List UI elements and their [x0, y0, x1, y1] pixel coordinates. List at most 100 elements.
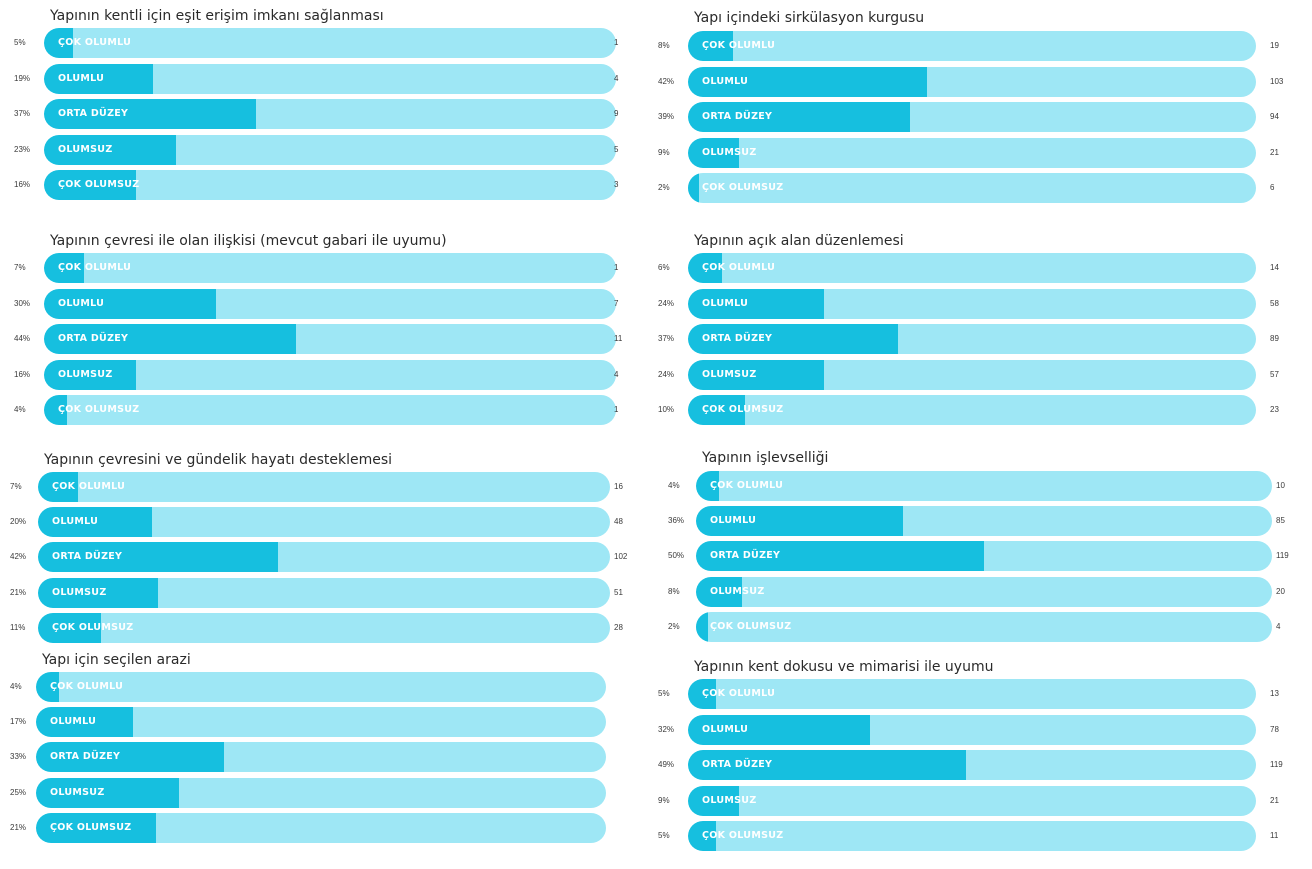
bar-track: ÇOK OLUMLU	[696, 471, 1272, 501]
bar-row-cok-olumlu: 5% ÇOK OLUMLU 13	[658, 679, 1310, 709]
bar-fill	[688, 137, 740, 168]
bar-row-olumsuz: 21% OLUMSUZ 51	[10, 577, 654, 608]
count-label: 21	[1270, 147, 1279, 157]
percent-label: 17%	[10, 717, 27, 727]
bar-fill	[44, 63, 153, 94]
count-label: 9	[614, 109, 619, 118]
chart-panel: Yapının çevresini ve gündelik hayatı des…	[10, 452, 654, 662]
count-label: 103	[1270, 76, 1284, 86]
bar-fill	[688, 66, 927, 97]
bar-row-olumsuz: 9% OLUMSUZ 21	[658, 137, 1310, 168]
percent-label: 6%	[658, 263, 670, 272]
bar-fill	[36, 742, 225, 773]
percent-label: 32%	[658, 724, 675, 734]
percent-label: 23%	[14, 144, 31, 154]
bar-fill	[44, 134, 176, 165]
bar-track: OLUMSUZ	[696, 576, 1272, 607]
count-label: 89	[1270, 334, 1279, 343]
bar-row-cok-olumsuz: 16% ÇOK OLUMSUZ 3	[14, 170, 654, 200]
bar-track: OLUMSUZ	[36, 777, 606, 808]
bar-track: OLUMLU	[44, 288, 616, 319]
category-label: ÇOK OLUMSUZ	[702, 182, 784, 193]
bar-track: ÇOK OLUMLU	[688, 31, 1256, 61]
bar-track: ÇOK OLUMSUZ	[38, 612, 610, 643]
bar-fill	[38, 542, 279, 573]
bar-row-olumsuz: 23% OLUMSUZ 5	[14, 134, 654, 165]
category-label: ÇOK OLUMLU	[702, 40, 776, 51]
bar-fill	[36, 707, 133, 738]
category-label: OLUMLU	[52, 516, 99, 528]
category-label: ÇOK OLUMSUZ	[58, 179, 140, 190]
category-label: ÇOK OLUMSUZ	[702, 830, 784, 841]
count-label: 21	[1270, 795, 1279, 805]
chart-title: Yapının işlevselliği	[702, 450, 829, 466]
count-label: 3	[614, 180, 619, 189]
chart-title: Yapının çevresini ve gündelik hayatı des…	[44, 452, 393, 468]
chart-panel: Yapı için seçilen arazi 4% ÇOK OLUMLU 17% OL…	[10, 652, 654, 862]
count-label: 85	[1276, 516, 1285, 526]
category-label: ÇOK OLUMLU	[52, 481, 126, 492]
bar-fill	[688, 750, 967, 780]
bar-row-olumsuz: 24% OLUMSUZ 57	[658, 359, 1310, 390]
count-label: 102	[614, 552, 628, 562]
bar-track: OLUMLU	[38, 507, 610, 538]
bar-row-cok-olumsuz: 2% ÇOK OLUMSUZ 4	[668, 611, 1312, 642]
bar-row-olumsuz: 9% OLUMSUZ 21	[658, 785, 1310, 816]
category-label: OLUMLU	[58, 72, 105, 84]
category-label: OLUMSUZ	[702, 368, 757, 380]
category-label: OLUMLU	[710, 515, 757, 527]
bar-fill	[696, 611, 708, 642]
category-label: OLUMSUZ	[710, 585, 765, 597]
bar-track: OLUMLU	[688, 288, 1256, 319]
category-label: ÇOK OLUMSUZ	[58, 404, 140, 415]
count-label: 57	[1270, 369, 1279, 379]
count-label: 14	[1270, 263, 1279, 272]
bar-row-cok-olumsuz: 2% ÇOK OLUMSUZ 6	[658, 173, 1310, 203]
count-label: 48	[614, 517, 623, 527]
bar-fill	[44, 288, 216, 319]
bar-row-olumlu: 17% OLUMLU	[10, 707, 654, 738]
count-label: 4	[614, 369, 619, 379]
category-label: ÇOK OLUMSUZ	[702, 404, 784, 415]
bar-row-cok-olumsuz: 21% ÇOK OLUMSUZ	[10, 812, 654, 843]
percent-label: 4%	[668, 481, 680, 490]
count-label: 23	[1270, 405, 1279, 414]
bar-row-orta-duzey: 42% ORTA DÜZEY 102	[10, 542, 654, 573]
percent-label: 44%	[14, 334, 31, 343]
percent-label: 5%	[658, 831, 670, 840]
percent-label: 2%	[658, 183, 670, 192]
bar-fill	[38, 577, 159, 608]
count-label: 1	[614, 405, 619, 414]
bar-fill	[688, 31, 734, 61]
bar-row-orta-duzey: 37% ORTA DÜZEY 9	[14, 99, 654, 129]
count-label: 7	[614, 298, 619, 308]
chart-title: Yapının kentli için eşit erişim imkanı s…	[50, 8, 384, 24]
category-label: ÇOK OLUMLU	[50, 681, 124, 692]
bar-track: ORTA DÜZEY	[44, 324, 616, 354]
count-label: 16	[614, 482, 623, 491]
bar-track: OLUMLU	[36, 707, 606, 738]
percent-label: 4%	[14, 405, 26, 414]
chart-title: Yapının kent dokusu ve mimarisi ile uyum…	[694, 659, 994, 675]
bar-track: ORTA DÜZEY	[688, 750, 1256, 780]
bar-row-cok-olumlu: 5% ÇOK OLUMLU 1	[14, 28, 654, 58]
chart-title: Yapının açık alan düzenlemesi	[694, 233, 904, 249]
percent-label: 50%	[668, 551, 685, 561]
bar-track: ÇOK OLUMLU	[38, 472, 610, 502]
bar-row-olumlu: 36% OLUMLU 85	[668, 506, 1312, 537]
bar-track: ÇOK OLUMLU	[688, 253, 1256, 283]
percent-label: 9%	[658, 795, 670, 805]
bar-row-cok-olumlu: 7% ÇOK OLUMLU 16	[10, 472, 654, 502]
bar-fill	[38, 507, 153, 538]
bar-fill	[688, 714, 870, 745]
bar-track: OLUMSUZ	[38, 577, 610, 608]
chart-panel: Yapının kent dokusu ve mimarisi ile uyum…	[658, 659, 1310, 869]
bar-fill	[44, 99, 256, 129]
bar-row-olumlu: 20% OLUMLU 48	[10, 507, 654, 538]
category-label: OLUMLU	[702, 723, 749, 735]
chart-title: Yapı için seçilen arazi	[42, 652, 191, 668]
bar-fill	[44, 253, 85, 283]
percent-label: 42%	[658, 76, 675, 86]
bar-track: ORTA DÜZEY	[36, 742, 606, 773]
percent-label: 30%	[14, 298, 31, 308]
